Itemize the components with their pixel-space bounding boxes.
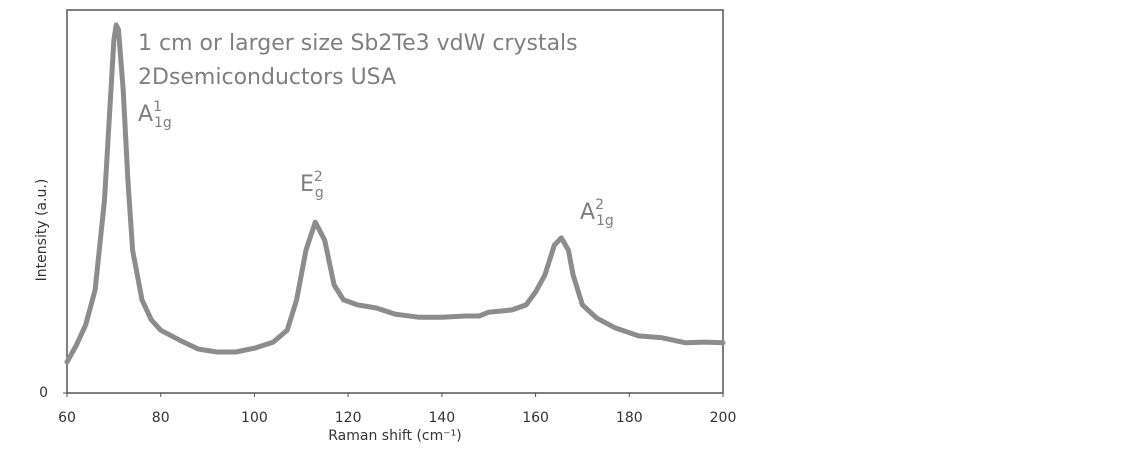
x-tick-label: 140 [428,410,455,426]
chart-title: 1 cm or larger size Sb2Te3 vdW crystals [138,31,578,56]
peak-label-sup: 2 [595,197,604,213]
peak-label-base: A [580,200,595,225]
x-tick-label: 180 [616,410,643,426]
peak-label-base: E [300,172,314,197]
peak-label: A2 1g [580,197,614,229]
y-tick-label: 0 [39,385,48,401]
plot-frame [66,9,724,394]
x-tick-label: 100 [241,410,268,426]
peak-label-base: A [138,102,153,127]
peak-label: E2 g [300,169,324,201]
y-axis-title: Intensity (a.u.) [34,179,50,282]
x-tick-label: 80 [152,410,170,426]
peak-label-sup: 2 [314,169,323,185]
spectrum-line [64,22,726,365]
peak-label-sub: 1g [154,115,172,131]
chart-subtitle: 2Dsemiconductors USA [138,65,396,90]
peak-label-sub: g [315,185,324,201]
x-tick-label: 200 [710,410,737,426]
x-tick-label: 60 [58,410,76,426]
peak-label: A1 1g [138,99,172,131]
peak-label-sub: 1g [596,213,614,229]
x-axis-title: Raman shift (cm⁻¹) [328,428,461,444]
x-tick-label: 120 [335,410,362,426]
peak-label-sup: 1 [153,99,162,115]
x-tick-label: 160 [522,410,549,426]
